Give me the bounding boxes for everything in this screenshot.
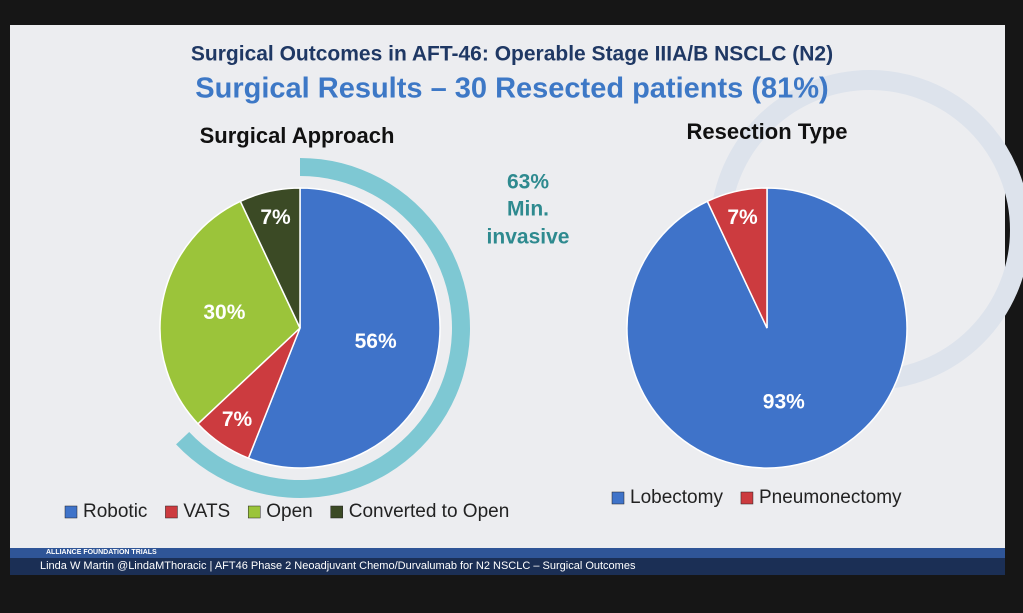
annotation-text: invasive (487, 226, 570, 249)
chart-title: Resection Type (687, 119, 848, 144)
legend-label: Pneumonectomy (759, 487, 902, 508)
legend-swatch (740, 491, 754, 505)
chart-title: Surgical Approach (200, 123, 395, 148)
footer-logo: ALLIANCE FOUNDATION TRIALS (46, 549, 157, 556)
legend-swatch (330, 505, 343, 519)
data-label: 7% (222, 408, 253, 431)
slide-title: Surgical Outcomes in AFT-46: Operable St… (191, 43, 833, 66)
annotation-text: Min. (507, 198, 549, 221)
pie-slice (706, 187, 768, 329)
data-label: 93% (763, 391, 805, 414)
pie-slice (159, 200, 301, 425)
legend-swatch (165, 505, 178, 519)
data-label: 30% (203, 301, 245, 324)
legend-label: Lobectomy (630, 487, 723, 508)
legend-label: VATS (183, 501, 230, 522)
pie-slice (239, 187, 301, 329)
slide-subtitle: Surgical Results – 30 Resected patients … (195, 73, 828, 105)
data-label: 7% (727, 206, 758, 229)
legend-swatch (611, 491, 625, 505)
footer-bar (10, 548, 1005, 558)
legend-swatch (64, 505, 78, 519)
legend-label: Open (266, 501, 312, 522)
footer-text: Linda W Martin @LindaMThoracic | AFT46 P… (40, 560, 636, 572)
footer-band (10, 558, 1005, 575)
legend-label: Robotic (83, 501, 147, 522)
legend-label: Converted to Open (349, 501, 510, 522)
data-label: 56% (355, 330, 397, 353)
annotation-label: 63% (507, 171, 549, 194)
annotation-arc (176, 158, 471, 498)
legend-swatch (247, 505, 261, 519)
pie-slice (247, 187, 441, 469)
data-label: 7% (260, 206, 291, 229)
